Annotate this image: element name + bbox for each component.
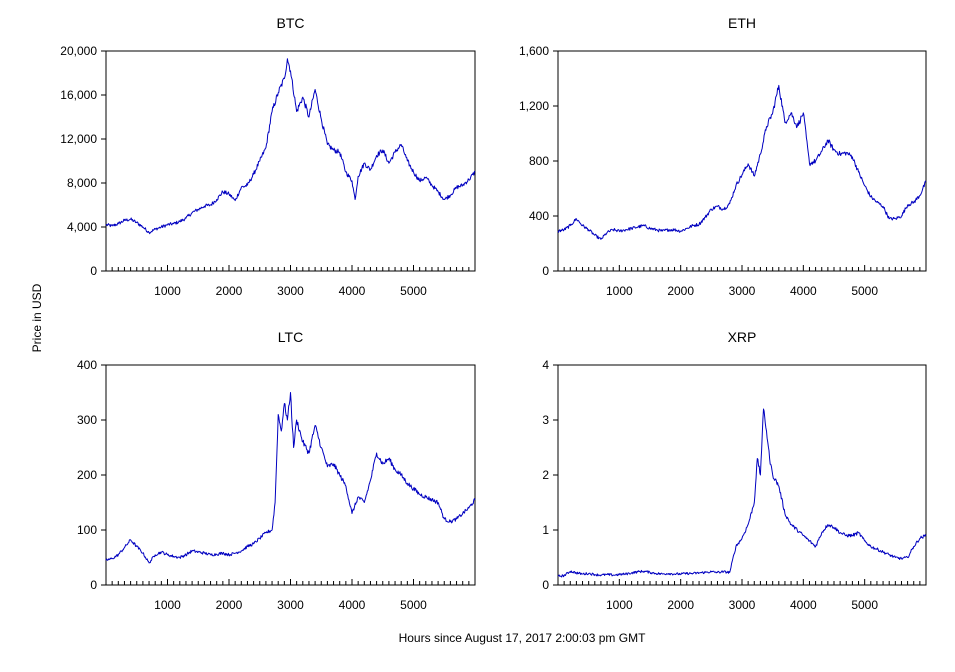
- y-tick-label: 0: [542, 578, 549, 592]
- x-tick-label: 1000: [154, 598, 181, 612]
- x-tick-label: 2000: [667, 284, 694, 298]
- x-tick-label: 3000: [729, 598, 756, 612]
- y-tick-label: 0: [90, 578, 97, 592]
- series-line: [105, 392, 476, 564]
- chart-title: ETH: [728, 15, 756, 31]
- y-axis-label: Price in USD: [30, 283, 44, 352]
- y-tick-label: 100: [77, 523, 97, 537]
- y-tick-label: 0: [542, 264, 549, 278]
- x-tick-label: 5000: [851, 284, 878, 298]
- x-tick-label: 2000: [216, 598, 243, 612]
- x-tick-label: 5000: [400, 284, 427, 298]
- x-axis-label: Hours since August 17, 2017 2:00:03 pm G…: [399, 631, 646, 645]
- chart-title: BTC: [277, 15, 305, 31]
- x-tick-label: 3000: [277, 598, 304, 612]
- y-tick-label: 8,000: [67, 176, 97, 190]
- x-tick-label: 1000: [154, 284, 181, 298]
- x-tick-label: 5000: [851, 598, 878, 612]
- y-tick-label: 16,000: [60, 88, 97, 102]
- y-tick-label: 1,600: [519, 44, 549, 58]
- x-tick-label: 4000: [339, 284, 366, 298]
- chart-title: LTC: [278, 329, 303, 345]
- y-tick-label: 12,000: [60, 132, 97, 146]
- y-tick-label: 1,200: [519, 99, 549, 113]
- x-tick-label: 4000: [790, 598, 817, 612]
- plot-frame: [557, 50, 927, 272]
- plot-frame: [557, 364, 927, 586]
- x-tick-label: 3000: [277, 284, 304, 298]
- series-line: [557, 408, 927, 578]
- chart-title: XRP: [728, 329, 757, 345]
- y-tick-label: 1: [542, 523, 549, 537]
- y-tick-label: 4,000: [67, 220, 97, 234]
- y-tick-label: 400: [529, 209, 549, 223]
- panel-ltc: LTC 1000 2000 3000 4000 5000 0 100 200 300 400: [77, 329, 476, 612]
- y-tick-label: 4: [542, 358, 549, 372]
- x-tick-label: 5000: [400, 598, 427, 612]
- y-tick-label: 2: [542, 468, 549, 482]
- panel-xrp: XRP 1000 2000 3000 4000 5000 0 1 2 3 4: [542, 329, 927, 612]
- y-tick-label: 3: [542, 413, 549, 427]
- y-tick-label: 400: [77, 358, 97, 372]
- y-tick-label: 300: [77, 413, 97, 427]
- series-line: [557, 84, 927, 240]
- y-tick-label: 200: [77, 468, 97, 482]
- panel-eth: ETH 1000 2000 3000 4000 5000 0 400 800 1,200 1,600: [519, 15, 927, 298]
- x-tick-label: 1000: [606, 284, 633, 298]
- x-tick-label: 4000: [790, 284, 817, 298]
- plot-frame: [105, 50, 476, 272]
- x-tick-label: 2000: [667, 598, 694, 612]
- x-tick-label: 4000: [339, 598, 366, 612]
- y-tick-label: 0: [90, 264, 97, 278]
- y-tick-label: 20,000: [60, 44, 97, 58]
- x-tick-label: 2000: [216, 284, 243, 298]
- series-line: [105, 58, 476, 235]
- y-tick-label: 800: [529, 154, 549, 168]
- x-tick-label: 1000: [606, 598, 633, 612]
- panel-btc: BTC 1000 2000 3000 4000 5000 0 4,000 8,000 12,000…: [60, 15, 476, 298]
- x-tick-label: 3000: [729, 284, 756, 298]
